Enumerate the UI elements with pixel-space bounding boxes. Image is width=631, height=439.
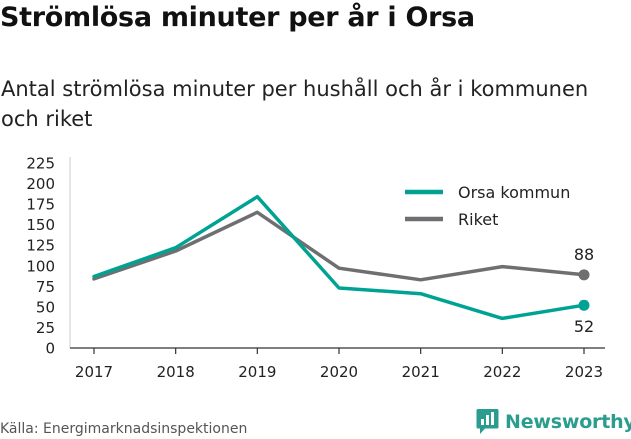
end-label-orsa-kommun: 52 (574, 317, 594, 336)
series-layer: 52 88 (92, 194, 594, 336)
y-tick-label: 75 (36, 278, 55, 296)
x-tick-label: 2021 (402, 363, 440, 381)
x-tick-label: 2017 (75, 363, 113, 381)
newsworthy-logo-icon (476, 409, 499, 434)
y-tick-label: 150 (26, 216, 55, 234)
x-tick-label: 2019 (238, 363, 276, 381)
legend-background (398, 180, 608, 234)
series-end-point-orsa-kommun (578, 299, 590, 311)
legend: Orsa kommun Riket (398, 180, 608, 234)
series-line-orsa-kommun (92, 194, 586, 321)
y-tick-label: 175 (26, 196, 55, 214)
y-tick-label: 125 (26, 237, 55, 255)
series-end-point-riket (578, 269, 590, 281)
x-tick-label: 2020 (320, 363, 358, 381)
y-tick-label: 100 (26, 257, 55, 275)
x-tick-label: 2023 (565, 363, 603, 381)
y-tick-label: 0 (45, 340, 55, 358)
brand-logo: Newsworthy (476, 408, 631, 435)
y-axis: 0 25 50 75 100 125 150 175 200 225 (26, 155, 71, 358)
x-tick-label: 2022 (483, 363, 521, 381)
end-label-riket: 88 (574, 245, 594, 264)
x-axis: 2017 2018 2019 2020 2021 2022 2023 (70, 347, 605, 381)
x-tick-label: 2018 (157, 363, 195, 381)
page-title: Strömlösa minuter per år i Orsa (0, 2, 475, 33)
brand-name: Newsworthy (505, 410, 631, 433)
legend-label: Orsa kommun (458, 183, 570, 202)
chart-subtitle: Antal strömlösa minuter per hushåll och … (1, 77, 589, 131)
y-tick-label: 25 (36, 319, 55, 337)
legend-label: Riket (458, 210, 498, 229)
source-note: Källa: Energimarknadsinspektionen (0, 421, 248, 437)
y-tick-label: 50 (36, 298, 55, 316)
series-line-riket (92, 210, 586, 282)
y-tick-label: 225 (26, 155, 55, 173)
y-tick-label: 200 (26, 175, 55, 193)
